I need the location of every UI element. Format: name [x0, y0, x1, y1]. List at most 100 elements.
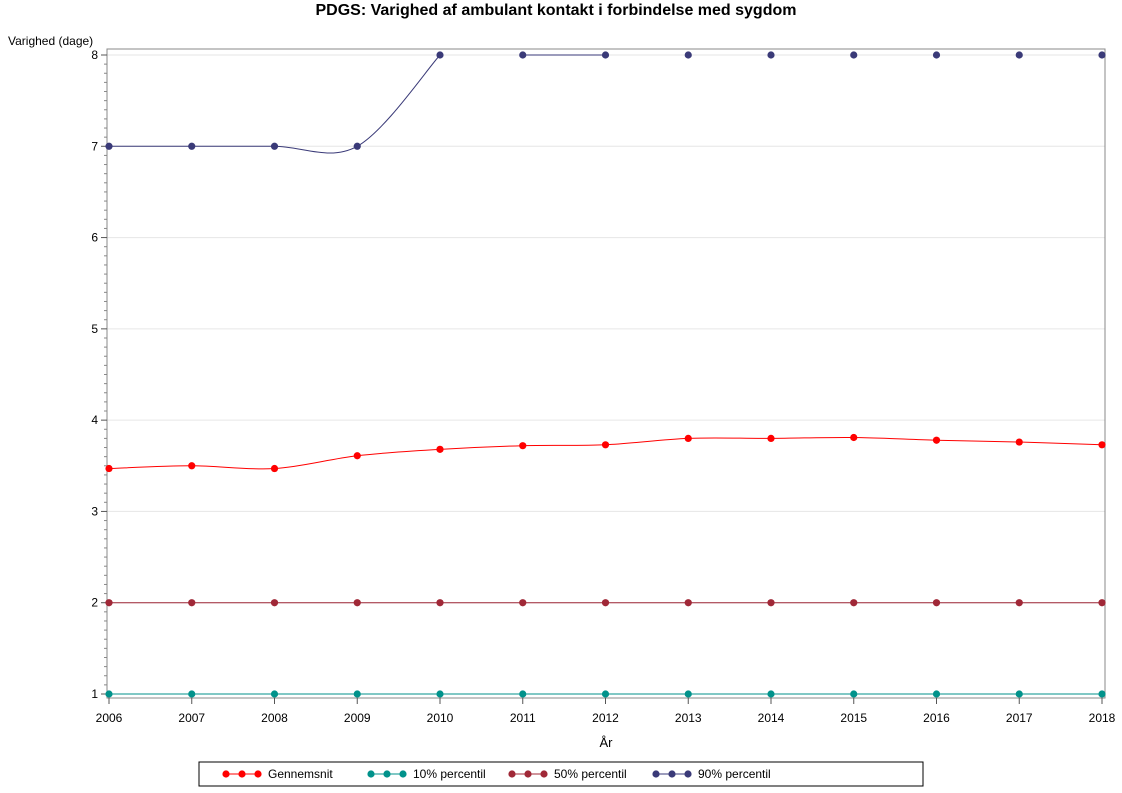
data-point: [519, 690, 527, 698]
data-point: [601, 51, 610, 59]
data-point: [1098, 441, 1106, 449]
data-point: [519, 51, 527, 59]
data-point: [188, 690, 196, 698]
legend-marker: [684, 770, 692, 778]
y-tick-label: 7: [91, 139, 98, 153]
data-point: [601, 441, 610, 449]
legend-marker: [540, 770, 548, 778]
legend-marker: [238, 770, 246, 778]
x-tick-label: 2011: [510, 711, 536, 725]
y-tick-label: 2: [91, 596, 98, 610]
data-point: [436, 445, 444, 453]
data-point: [767, 599, 775, 607]
data-point: [519, 442, 527, 450]
x-tick-label: 2007: [178, 711, 205, 725]
legend-frame: [198, 761, 924, 787]
legend-label: Gennemsnit: [268, 767, 333, 781]
x-tick-label: 2006: [96, 711, 123, 725]
data-point: [519, 599, 527, 607]
y-axis-label: Varighed (dage): [8, 34, 93, 48]
data-point: [767, 690, 775, 698]
y-tick-label: 4: [91, 413, 98, 427]
x-tick-label: 2017: [1006, 711, 1033, 725]
series-1: [105, 433, 1106, 473]
legend-marker: [508, 770, 516, 778]
data-point: [1015, 599, 1023, 607]
legend-label: 50% percentil: [554, 767, 627, 781]
data-point: [188, 599, 196, 607]
data-point: [850, 51, 858, 59]
data-point: [105, 690, 113, 698]
data-point: [188, 142, 196, 150]
legend-marker: [652, 770, 660, 778]
x-tick-label: 2016: [923, 711, 950, 725]
data-point: [270, 142, 279, 150]
data-point: [850, 433, 858, 442]
data-point: [1015, 690, 1023, 698]
data-point: [850, 690, 858, 698]
data-point: [767, 434, 775, 442]
series-layer: [105, 51, 1106, 698]
data-point: [105, 464, 113, 473]
data-point: [1015, 438, 1023, 446]
legend-marker: [668, 770, 676, 778]
legend-label: 10% percentil: [413, 767, 486, 781]
y-tick-label: 5: [91, 322, 98, 336]
y-tick-label: 6: [91, 231, 98, 245]
legend-item: 10% percentil: [367, 767, 486, 781]
data-point: [684, 51, 692, 59]
data-point: [932, 436, 941, 444]
y-tick-label: 3: [91, 504, 98, 518]
data-point: [1015, 51, 1023, 59]
data-point: [932, 599, 941, 607]
data-point: [436, 599, 444, 607]
legend: Gennemsnit 10% percentil 50% percentil 90% …: [198, 761, 924, 787]
series-2: [105, 690, 1106, 698]
chart-title: PDGS: Varighed af ambulant kontakt i for…: [316, 2, 797, 19]
data-point: [353, 142, 361, 150]
x-tick-label: 2010: [427, 711, 454, 725]
data-point: [850, 599, 858, 607]
legend-marker: [254, 770, 262, 778]
data-point: [188, 462, 196, 470]
data-point: [270, 464, 279, 473]
data-point: [1098, 51, 1106, 59]
data-point: [684, 599, 692, 607]
x-tick-label: 2014: [758, 711, 785, 725]
x-tick-label: 2009: [344, 711, 371, 725]
data-point: [1098, 690, 1106, 698]
data-point: [105, 142, 113, 150]
data-point: [601, 690, 610, 698]
data-point: [105, 599, 113, 607]
legend-item: 90% percentil: [652, 767, 771, 781]
x-tick-label: 2012: [592, 711, 619, 725]
series-3: [105, 599, 1106, 607]
data-point: [932, 51, 941, 59]
y-axis: 1 2 3 4 5 6 7 8: [91, 48, 107, 701]
x-tick-label: 2013: [675, 711, 702, 725]
data-point: [436, 690, 444, 698]
series-line: [108, 54, 441, 154]
x-axis-label: År: [600, 735, 614, 750]
data-point: [684, 434, 692, 442]
legend-marker: [222, 770, 230, 778]
legend-marker: [383, 770, 391, 778]
data-point: [767, 51, 775, 59]
legend-item: Gennemsnit: [222, 767, 333, 781]
legend-marker: [367, 770, 375, 778]
x-tick-label: 2018: [1089, 711, 1116, 725]
gridlines: [107, 54, 1105, 695]
data-point: [353, 690, 361, 698]
y-tick-label: 8: [91, 48, 98, 62]
data-point: [684, 690, 692, 698]
legend-marker: [399, 770, 407, 778]
data-point: [436, 51, 444, 59]
data-point: [270, 690, 279, 698]
data-point: [932, 690, 941, 698]
legend-label: 90% percentil: [698, 767, 771, 781]
data-point: [601, 599, 610, 607]
x-tick-label: 2008: [261, 711, 288, 725]
data-point: [270, 599, 279, 607]
series-4: [105, 51, 1106, 154]
